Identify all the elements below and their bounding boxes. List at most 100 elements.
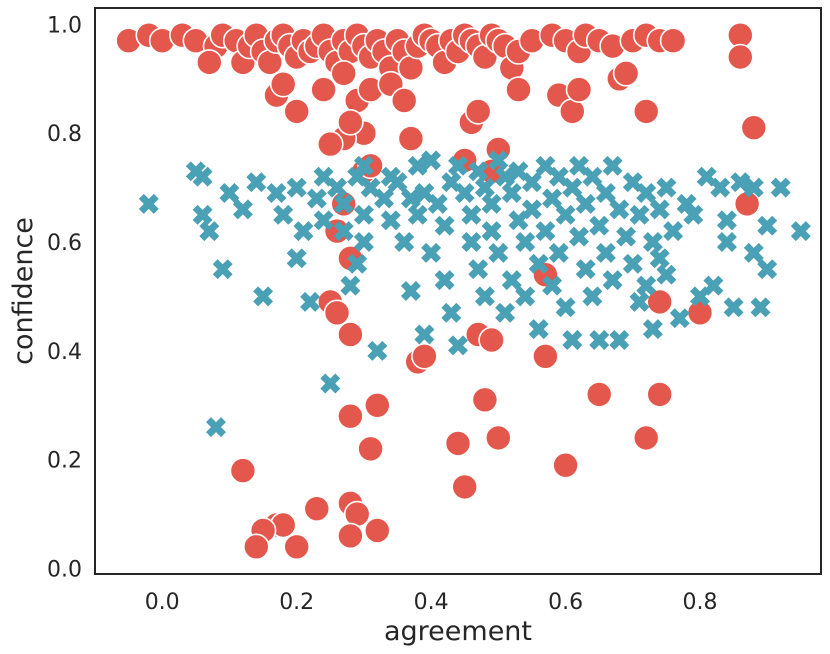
data-point-cross <box>421 150 442 171</box>
data-point-circle <box>269 70 297 98</box>
data-point-cross <box>387 172 408 193</box>
data-point-circle <box>337 402 364 430</box>
data-point-cross <box>199 221 220 242</box>
data-point-cross <box>488 150 509 171</box>
data-point-cross <box>367 340 388 361</box>
data-point-cross <box>582 286 603 307</box>
data-point-cross <box>481 221 502 242</box>
data-point-cross <box>770 177 791 198</box>
data-point-cross <box>414 324 435 345</box>
data-point-circle <box>686 299 714 327</box>
data-point-cross <box>394 232 415 252</box>
data-point-cross <box>609 199 630 220</box>
data-point-cross <box>138 193 159 214</box>
data-point-cross <box>313 210 334 231</box>
data-point-cross <box>609 330 630 350</box>
data-point-cross <box>602 155 623 176</box>
x-axis-label: agreement <box>384 616 532 647</box>
axes-frame <box>94 7 822 575</box>
data-point-cross <box>622 253 643 274</box>
data-point-cross <box>253 286 274 307</box>
data-point-cross <box>495 302 516 323</box>
data-point-cross <box>192 166 213 187</box>
data-point-circle <box>612 60 640 87</box>
data-point-cross <box>757 215 778 236</box>
data-point-cross <box>528 253 549 274</box>
data-point-circle <box>283 533 311 561</box>
data-point-cross <box>380 210 401 231</box>
data-point-cross <box>273 204 294 225</box>
data-point-cross <box>421 242 442 263</box>
data-point-cross <box>757 259 778 280</box>
x-tick-label: 0.4 <box>414 590 449 615</box>
data-point-circle <box>411 342 438 370</box>
data-point-circle <box>390 87 418 114</box>
data-point-cross <box>501 183 522 203</box>
data-point-cross <box>743 177 764 198</box>
data-point-cross <box>629 291 650 312</box>
data-point-circle <box>196 49 223 76</box>
y-tick-labels: 0.0 0.2 0.4 0.6 0.8 1.0 <box>47 13 82 582</box>
data-point-circle <box>242 533 270 561</box>
data-point-cross <box>730 172 751 193</box>
data-point-circle <box>565 76 593 103</box>
data-point-cross <box>501 270 522 291</box>
data-point-cross <box>206 417 226 438</box>
data-point-cross <box>400 188 421 209</box>
data-point-cross <box>528 319 549 340</box>
data-point-circle <box>330 60 358 87</box>
data-point-circle <box>337 522 364 550</box>
data-point-cross <box>656 177 677 198</box>
data-point-cross <box>716 232 737 252</box>
data-point-cross <box>562 177 583 198</box>
data-point-cross <box>616 226 637 247</box>
data-point-cross <box>703 275 724 296</box>
data-point-circle <box>316 130 344 158</box>
data-point-cross <box>333 221 354 242</box>
data-point-circle <box>726 43 754 71</box>
data-point-circle <box>585 381 613 408</box>
data-point-cross <box>286 248 307 269</box>
x-tick-label: 0.8 <box>683 590 718 615</box>
data-point-cross <box>481 193 502 214</box>
data-point-cross <box>636 275 657 296</box>
data-point-cross <box>232 199 253 220</box>
data-point-cross <box>582 166 603 187</box>
data-point-cross <box>589 330 610 350</box>
data-point-cross <box>602 270 623 291</box>
data-point-circle <box>337 321 364 348</box>
y-tick-label: 0.0 <box>47 558 82 583</box>
data-point-circle <box>740 114 768 141</box>
data-point-circle <box>310 76 337 103</box>
data-point-cross <box>333 193 354 214</box>
data-point-cross <box>642 319 663 340</box>
data-point-cross <box>663 221 684 242</box>
data-point-cross <box>468 161 489 182</box>
data-point-cross <box>535 221 556 242</box>
data-point-cross <box>441 302 462 323</box>
data-point-circle <box>659 27 687 55</box>
data-point-circle <box>397 125 425 152</box>
data-point-cross <box>474 177 495 198</box>
y-tick-label: 0.4 <box>47 340 82 365</box>
data-point-cross <box>649 248 670 269</box>
x-tick-label: 0.0 <box>145 590 180 615</box>
data-point-cross <box>562 330 583 350</box>
data-point-cross <box>743 242 764 263</box>
data-point-cross <box>434 270 455 291</box>
data-point-circle <box>532 342 559 370</box>
data-point-circle <box>646 288 674 316</box>
y-tick-label: 0.8 <box>47 122 82 147</box>
data-point-cross <box>589 215 610 236</box>
data-point-cross <box>723 297 744 318</box>
data-point-cross <box>515 232 536 252</box>
data-point-circle <box>632 424 660 452</box>
data-point-cross <box>636 183 657 203</box>
data-point-circle <box>363 517 391 544</box>
data-point-cross <box>716 210 737 231</box>
data-point-cross <box>212 259 233 280</box>
data-point-cross <box>669 308 690 329</box>
data-point-cross <box>347 253 368 274</box>
data-point-cross <box>683 204 704 225</box>
data-point-circle <box>478 326 505 354</box>
